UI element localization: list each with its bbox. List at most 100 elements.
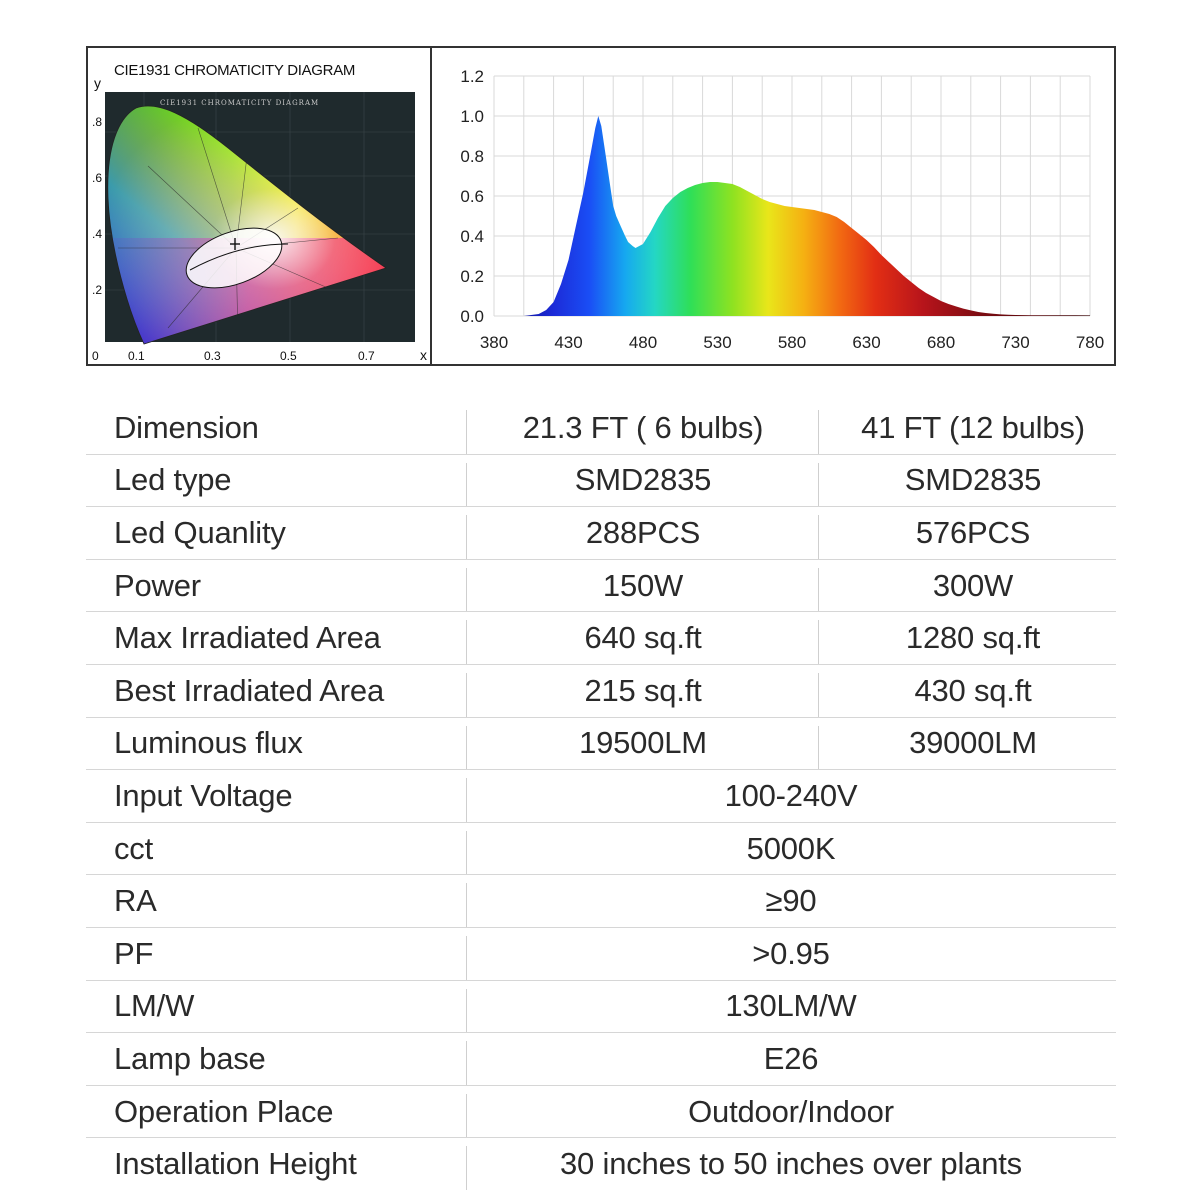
column-divider	[466, 1093, 467, 1138]
y-tick-label: 0.8	[460, 147, 484, 166]
row-value: 30 inches to 50 inches over plants	[560, 1146, 1022, 1182]
row-label: Max Irradiated Area	[114, 620, 381, 656]
row-label: Installation Height	[114, 1146, 357, 1182]
row-value-21ft: 21.3 FT ( 6 bulbs)	[522, 409, 764, 445]
x-tick-label: 580	[778, 333, 806, 352]
table-row: LM/W 130LM/W	[86, 981, 1116, 1034]
column-divider	[466, 410, 467, 454]
column-divider	[818, 410, 819, 454]
column-divider	[466, 462, 467, 507]
x-tick-label: 730	[1001, 333, 1029, 352]
x-tick-label: 630	[852, 333, 880, 352]
column-divider	[818, 672, 819, 717]
row-label: Power	[114, 567, 201, 603]
table-row: Installation Height 30 inches to 50 inche…	[86, 1138, 1116, 1190]
x-tick-label: 780	[1076, 333, 1104, 352]
y-tick-label: 0.4	[460, 227, 484, 246]
table-row: Luminous flux 19500LM 39000LM	[86, 718, 1116, 771]
white-point-marker	[230, 238, 240, 250]
y-tick-label: 0.2	[460, 267, 484, 286]
y-tick-label: 0.0	[460, 307, 484, 326]
row-label: PF	[114, 935, 154, 971]
row-value: Outdoor/Indoor	[688, 1093, 894, 1129]
column-divider	[466, 515, 467, 559]
cie-x-tick-label: 0	[92, 349, 99, 363]
row-value: E26	[763, 1040, 819, 1076]
row-label: Luminous flux	[114, 725, 303, 761]
row-label: Operation Place	[114, 1093, 334, 1129]
column-divider	[466, 935, 467, 980]
row-value-41ft: 300W	[932, 567, 1014, 603]
row-value-21ft: 640 sq.ft	[584, 620, 702, 656]
column-divider	[466, 883, 467, 927]
column-divider	[818, 462, 819, 507]
column-divider	[818, 515, 819, 559]
column-divider	[466, 620, 467, 664]
row-value-41ft: 39000LM	[909, 725, 1037, 761]
row-value-41ft: 576PCS	[915, 514, 1031, 550]
row-value-41ft: 430 sq.ft	[914, 672, 1032, 708]
row-label: Lamp base	[114, 1040, 266, 1076]
x-tick-label: 430	[554, 333, 582, 352]
table-row: RA ≥90	[86, 875, 1116, 928]
row-value-21ft: SMD2835	[574, 462, 712, 498]
cie-y-ticks: .8 .6 .4 .2	[92, 115, 102, 297]
row-value-21ft: 288PCS	[585, 514, 701, 550]
cie-x-tick-label: 0.1	[128, 349, 145, 363]
row-label: Led type	[114, 462, 232, 498]
table-row: Max Irradiated Area 640 sq.ft 1280 sq.ft	[86, 612, 1116, 665]
cie-x-tick-label: 0.3	[204, 349, 221, 363]
row-value-21ft: 150W	[602, 567, 684, 603]
row-value: 130LM/W	[725, 988, 857, 1024]
cie-x-tick-label: 0.5	[280, 349, 297, 363]
cie-y-tick-label: .8	[92, 115, 102, 129]
cie-y-tick-label: .6	[92, 171, 102, 185]
cie-y-tick-label: .2	[92, 283, 102, 297]
column-divider	[818, 620, 819, 664]
cie-x-ticks: 0 0.1 0.3 0.5 0.7	[92, 349, 375, 363]
specification-table: Dimension 21.3 FT ( 6 bulbs) 41 FT (12 bul…	[86, 402, 1116, 1190]
planckian-locus	[189, 243, 289, 271]
row-label: RA	[114, 883, 157, 919]
row-value-41ft: 1280 sq.ft	[905, 620, 1041, 656]
cie-diagram-title: CIE1931 CHROMATICITY DIAGRAM	[114, 62, 356, 79]
spectrum-area	[494, 116, 1090, 316]
row-label: Best Irradiated Area	[114, 672, 384, 708]
column-divider	[466, 1146, 467, 1190]
column-divider	[466, 672, 467, 717]
spectrum-figure: y x CIE1931 CHROMATICITY DIAGRAM	[86, 46, 1116, 366]
row-value-41ft: 41 FT (12 bulbs)	[861, 409, 1085, 445]
cie-y-tick-label: .4	[92, 227, 102, 241]
column-divider	[818, 725, 819, 770]
table-row: Led type SMD2835 SMD2835	[86, 455, 1116, 508]
row-value: ≥90	[765, 883, 817, 919]
column-divider	[466, 1041, 467, 1085]
x-tick-label: 680	[927, 333, 955, 352]
y-tick-label: 1.0	[460, 107, 484, 126]
row-value: >0.95	[752, 935, 830, 971]
table-row: Power 150W 300W	[86, 560, 1116, 613]
cie-white-zone	[185, 227, 283, 289]
row-value-21ft: 19500LM	[579, 725, 707, 761]
y-tick-label: 0.6	[460, 187, 484, 206]
table-row: Best Irradiated Area 215 sq.ft 430 sq.ft	[86, 665, 1116, 718]
table-row: Dimension 21.3 FT ( 6 bulbs) 41 FT (12 bul…	[86, 402, 1116, 455]
cie-locus-outline	[107, 105, 387, 345]
row-value: 5000K	[746, 830, 836, 866]
cie-diagram-panel: y x CIE1931 CHROMATICITY DIAGRAM	[88, 48, 432, 364]
table-row: cct 5000K	[86, 823, 1116, 876]
spectrum-y-ticks: 0.0 0.2 0.4 0.6 0.8 1.0 1.2	[460, 67, 484, 326]
row-label: cct	[114, 830, 154, 866]
x-tick-label: 480	[629, 333, 657, 352]
spectrum-chart: 0.0 0.2 0.4 0.6 0.8 1.0 1.2 380 430 480 530 580 630…	[460, 67, 1104, 352]
row-label: LM/W	[114, 988, 195, 1024]
column-divider	[466, 725, 467, 770]
row-label: Input Voltage	[114, 777, 293, 813]
x-tick-label: 530	[703, 333, 731, 352]
cie-x-axis-letter: x	[420, 347, 427, 363]
table-row: Operation Place Outdoor/Indoor	[86, 1086, 1116, 1139]
spectrum-panel: 0.0 0.2 0.4 0.6 0.8 1.0 1.2 380 430 480 530 580 630…	[434, 48, 1114, 364]
x-tick-label: 380	[480, 333, 508, 352]
row-value-41ft: SMD2835	[904, 462, 1042, 498]
column-divider	[466, 778, 467, 822]
